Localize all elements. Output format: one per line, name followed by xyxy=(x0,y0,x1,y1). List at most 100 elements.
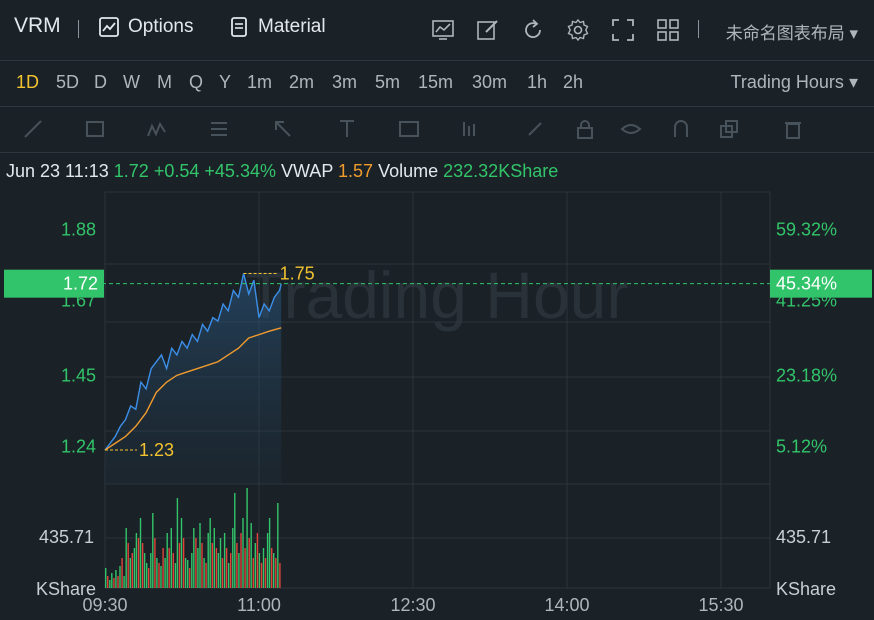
volume-bar xyxy=(121,558,123,588)
chart-watermark: Trading Hour xyxy=(246,258,629,332)
volume-bar xyxy=(211,543,213,588)
percent-tick-label: 23.18% xyxy=(776,365,837,385)
caret-down-icon: ▾ xyxy=(849,24,858,43)
clone-icon[interactable] xyxy=(718,118,740,140)
volume-bar xyxy=(207,533,209,588)
volume-bar xyxy=(275,558,277,588)
time-tick-label: 11:00 xyxy=(237,595,281,615)
price-tick-label: 1.88 xyxy=(61,219,96,239)
period-1h[interactable]: 1h xyxy=(527,72,548,92)
high-price-label: 1.75 xyxy=(280,263,315,283)
volume-bar xyxy=(105,568,107,588)
top-toolbar: VRM Options Material 未命名图表布局 ▾ xyxy=(0,0,874,61)
volume-bar xyxy=(225,548,228,588)
gear-icon[interactable] xyxy=(565,17,591,43)
volume-bar xyxy=(221,558,224,588)
volume-bar xyxy=(266,533,269,588)
layout-grid-icon[interactable] xyxy=(655,17,681,43)
period-3m[interactable]: 3m xyxy=(332,72,358,92)
left-price-axis: 1.88 1.67 1.45 1.24 xyxy=(61,219,96,456)
volume-bar xyxy=(254,543,256,588)
period-2h[interactable]: 2h xyxy=(563,72,584,92)
options-label: Options xyxy=(128,16,194,37)
indicator-icon[interactable] xyxy=(430,17,456,43)
period-w[interactable]: W xyxy=(123,72,140,92)
right-volume-unit: KShare xyxy=(776,579,836,599)
volume-bar xyxy=(268,518,271,588)
volume-bar xyxy=(248,538,250,588)
volume-bar xyxy=(154,538,156,588)
period-30m[interactable]: 30m xyxy=(472,72,508,92)
volume-bar xyxy=(217,553,220,588)
volume-bar xyxy=(228,563,230,588)
period-d[interactable]: D xyxy=(94,72,107,92)
volume-bar xyxy=(184,558,187,588)
material-button[interactable]: Material xyxy=(228,16,326,38)
price-tick-label: 1.67 xyxy=(61,291,96,311)
period-1m[interactable]: 1m xyxy=(247,72,273,92)
rectangle-tool-icon[interactable] xyxy=(84,118,106,140)
volume-bar xyxy=(135,533,138,588)
text-tool-icon[interactable] xyxy=(398,118,420,140)
percent-tick-label: 5.12% xyxy=(776,437,827,457)
volume-bar xyxy=(168,548,170,588)
right-percent-axis: 59.32% 41.25% 23.18% 5.12% xyxy=(776,219,837,456)
vwap-value: 1.57 xyxy=(338,161,374,181)
volume-bar xyxy=(219,538,222,588)
pattern-tool-icon[interactable] xyxy=(146,118,168,140)
left-volume-unit: KShare xyxy=(36,579,96,599)
volume-bar xyxy=(230,553,232,588)
vwap-label: VWAP xyxy=(280,161,333,181)
current-price-label: 1.72 xyxy=(63,274,98,294)
trading-hours-dropdown[interactable]: Trading Hours ▾ xyxy=(731,72,858,93)
trash-icon[interactable] xyxy=(782,118,804,140)
volume-bar xyxy=(279,563,281,588)
refresh-icon[interactable] xyxy=(520,17,546,43)
volume-bar xyxy=(143,553,146,588)
quote-change: +0.54 xyxy=(153,161,200,181)
volume-bar xyxy=(264,558,267,588)
layout-dropdown[interactable]: 未命名图表布局 ▾ xyxy=(726,19,858,44)
time-tick-label: 09:30 xyxy=(82,595,127,615)
toolbar-divider xyxy=(78,20,79,38)
volume-bar xyxy=(191,553,193,588)
eye-icon[interactable] xyxy=(620,118,642,140)
price-range-tool-icon[interactable] xyxy=(336,118,358,140)
time-axis: 09:30 11:00 12:30 14:00 15:30 xyxy=(82,595,743,615)
volume-bar xyxy=(201,543,203,588)
volume-bar xyxy=(236,543,238,588)
volume-bar xyxy=(273,553,275,588)
volume-bar xyxy=(164,558,166,588)
options-button[interactable]: Options xyxy=(98,16,193,38)
volume-bar xyxy=(182,538,185,588)
volume-bar xyxy=(189,568,191,588)
ticker-symbol[interactable]: VRM xyxy=(14,14,61,37)
chart-options-icon xyxy=(99,17,119,37)
period-5m[interactable]: 5m xyxy=(375,72,401,92)
line-tool-icon[interactable] xyxy=(22,118,44,140)
bar-pattern-tool-icon[interactable] xyxy=(460,118,482,140)
volume-bar xyxy=(129,558,131,588)
period-15m[interactable]: 15m xyxy=(418,72,454,92)
volume-bar xyxy=(170,528,172,588)
volume-bar xyxy=(117,576,119,588)
volume-bar xyxy=(203,558,205,588)
price-chart[interactable]: Trading Hour 1.751.23 1.72 45.34% 1.881.… xyxy=(0,188,874,620)
volume-bar xyxy=(127,543,129,588)
fib-tool-icon[interactable] xyxy=(208,118,230,140)
arrow-tool-icon[interactable] xyxy=(272,118,294,140)
period-y[interactable]: Y xyxy=(219,72,232,92)
period-2m[interactable]: 2m xyxy=(289,72,315,92)
period-q[interactable]: Q xyxy=(189,72,204,92)
toolbar-divider xyxy=(698,20,699,38)
period-m[interactable]: M xyxy=(157,72,172,92)
fullscreen-icon[interactable] xyxy=(610,17,636,43)
left-volume-tick: 435.71 xyxy=(39,527,94,547)
lock-icon[interactable] xyxy=(574,118,596,140)
period-1d[interactable]: 1D xyxy=(16,72,40,92)
brush-tool-icon[interactable] xyxy=(524,118,546,140)
magnet-icon[interactable] xyxy=(670,118,692,140)
period-5d[interactable]: 5D xyxy=(56,72,80,92)
edit-icon[interactable] xyxy=(475,17,501,43)
volume-bar xyxy=(174,563,177,588)
